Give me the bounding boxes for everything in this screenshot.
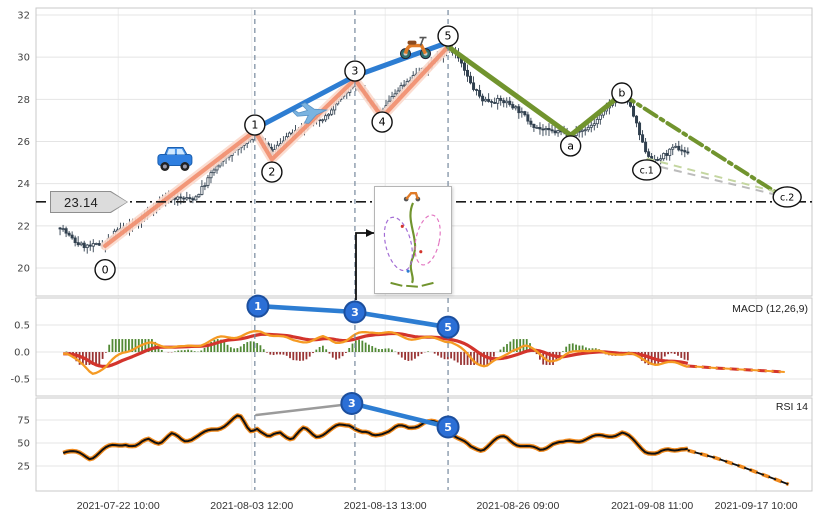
wave-label-3[interactable]: 3	[344, 60, 366, 82]
pattern-inset-thumbnail[interactable]	[374, 186, 452, 294]
svg-text:c.1: c.1	[640, 166, 654, 177]
svg-text:22: 22	[17, 221, 30, 232]
x-tick-label: 2021-08-03 12:00	[210, 500, 294, 512]
plane-icon	[292, 102, 329, 124]
current-price-tag[interactable]: 23.14	[50, 191, 128, 213]
svg-text:75: 75	[17, 416, 30, 427]
svg-text:c.2: c.2	[780, 193, 794, 204]
mini-scooter-icon	[403, 192, 421, 202]
svg-text:5: 5	[444, 321, 452, 334]
wave-label-4[interactable]: 4	[371, 111, 393, 133]
macd-panel-title: MACD (12,26,9)	[732, 303, 808, 315]
svg-text:5: 5	[444, 421, 452, 434]
x-tick-label: 2021-09-08 11:00	[611, 500, 694, 512]
svg-text:0.5: 0.5	[14, 321, 30, 332]
car-icon	[157, 147, 193, 171]
x-tick-label: 2021-09-17 10:00	[714, 500, 798, 512]
svg-text:3: 3	[348, 397, 356, 410]
svg-text:50: 50	[17, 439, 30, 450]
scooter-icon	[400, 36, 431, 60]
svg-text:0.0: 0.0	[14, 348, 30, 359]
svg-text:3: 3	[351, 306, 359, 319]
svg-text:1: 1	[251, 119, 258, 132]
wave-lines	[100, 39, 790, 251]
svg-text:4: 4	[379, 116, 386, 129]
svg-text:32: 32	[17, 11, 30, 22]
x-tick-label: 2021-08-13 13:00	[343, 500, 427, 512]
wave-label-1[interactable]: 1	[244, 114, 266, 136]
rsi-marker-5[interactable]: 5	[436, 415, 460, 439]
macd-marker-5[interactable]: 5	[436, 315, 460, 339]
rsi-lines	[62, 402, 790, 487]
wave-label-c.2[interactable]: c.2	[772, 186, 802, 208]
y-axis-tick-labels: 32 30 28 26 24 22 20 0.5 0.0 -0.5 75 50 25	[10, 11, 30, 473]
svg-text:20: 20	[17, 264, 30, 275]
current-price-tag-body: 23.14	[51, 192, 127, 212]
svg-text:0: 0	[102, 263, 109, 276]
wave-label-a[interactable]: a	[559, 135, 582, 157]
inset-connector	[355, 229, 374, 300]
x-tick-label: 2021-08-26 09:00	[476, 500, 560, 512]
svg-text:26: 26	[17, 137, 30, 148]
current-price-value: 23.14	[64, 194, 99, 210]
rsi-marker-3[interactable]: 3	[340, 391, 364, 415]
svg-text:a: a	[567, 140, 574, 153]
rsi-wave-markers[interactable]: 35	[340, 391, 460, 439]
svg-text:5: 5	[445, 30, 452, 43]
wave-label-b[interactable]: b	[611, 82, 633, 104]
svg-text:2: 2	[268, 166, 275, 179]
svg-text:1: 1	[254, 300, 262, 313]
svg-text:25: 25	[17, 462, 30, 473]
svg-text:-0.5: -0.5	[10, 375, 30, 386]
macd-marker-3[interactable]: 3	[343, 300, 367, 324]
svg-text:24: 24	[17, 179, 30, 190]
wave-label-5[interactable]: 5	[437, 25, 459, 47]
pattern-inset-drawing	[383, 192, 441, 288]
svg-text:3: 3	[351, 65, 358, 78]
wave-label-c.1[interactable]: c.1	[632, 159, 662, 181]
svg-text:30: 30	[17, 53, 30, 64]
macd-wave-markers[interactable]: 1 3 5	[246, 294, 460, 339]
rsi-panel-title: RSI 14	[775, 401, 808, 413]
macd-lines	[63, 330, 785, 375]
svg-text:28: 28	[17, 95, 30, 106]
wave-label-2[interactable]: 2	[261, 161, 283, 183]
macd-marker-1[interactable]: 1	[246, 294, 270, 318]
svg-text:b: b	[618, 87, 625, 100]
wave-label-0[interactable]: 0	[94, 258, 116, 281]
x-tick-label: 2021-07-22 10:00	[76, 500, 160, 512]
